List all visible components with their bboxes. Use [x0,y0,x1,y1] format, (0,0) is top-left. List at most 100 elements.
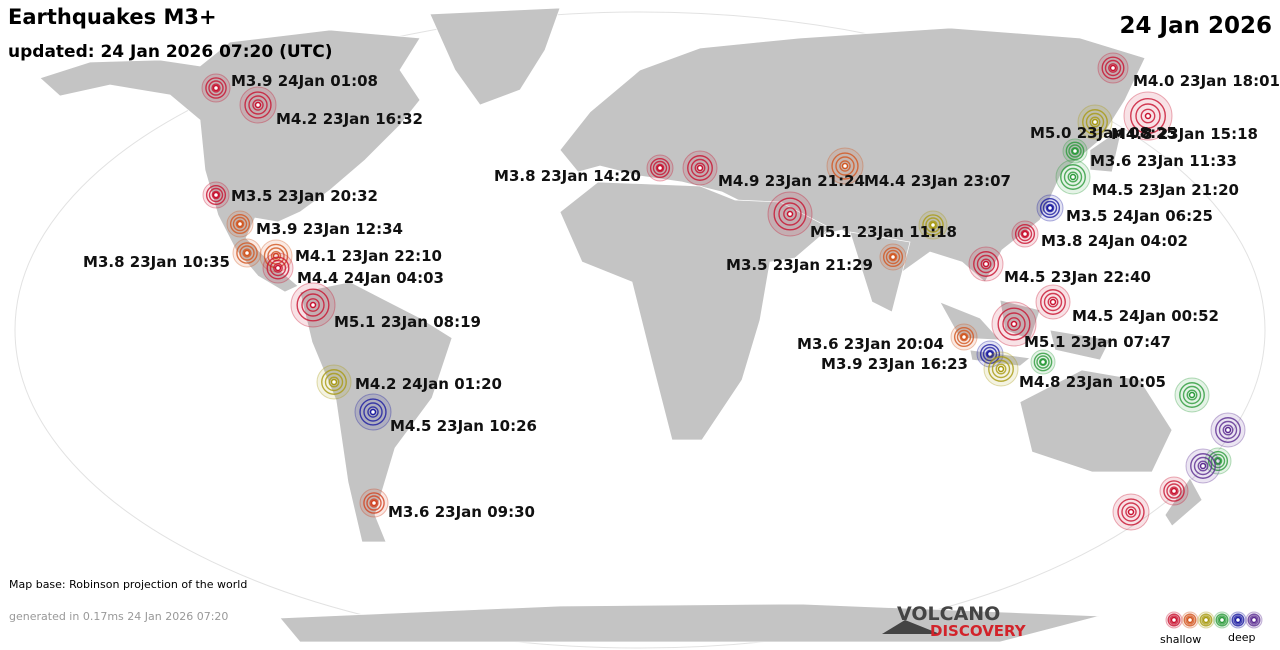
quake-marker [1245,611,1263,629]
quake-label: M4.5 23Jan 10:26 [390,417,537,435]
quake-ring [205,184,227,206]
quake-ring [252,99,264,111]
quake-center [1214,457,1222,465]
quake-center [1202,616,1210,624]
quake-label: M5.0 23Jan 08:25 [1030,124,1177,142]
quake-center [369,408,377,416]
quake-marker [1055,159,1091,195]
quake-center [254,101,262,109]
quake-ring [690,158,710,178]
quake-ring [1017,226,1033,242]
quake-ring [1007,317,1021,331]
quake-marker [290,282,336,328]
quake-center [1186,616,1194,624]
quake-marker [1181,611,1199,629]
quake-label: M3.9 24Jan 01:08 [231,72,378,90]
quake-ring [922,214,944,236]
quake-ring [1070,146,1080,156]
quake-ring [959,332,969,342]
quake-marker [1077,104,1113,140]
quake-center [212,84,220,92]
quake-ring [1231,613,1245,627]
quake-ring [778,202,802,226]
quake-marker [991,301,1037,347]
quake-ring [248,95,268,115]
quake-ring [363,492,385,514]
quake-ring [1215,417,1241,443]
quake-label: M3.5 23Jan 21:29 [726,256,873,274]
quake-ring [1199,613,1213,627]
quake-ring [991,359,1011,379]
quake-marker [1011,220,1039,248]
quake-label: M4.0 23Jan 18:01 [1133,72,1280,90]
quake-ring [1117,498,1145,526]
quake-ring [1169,486,1179,496]
quake-label: M4.9 23Jan 21:24 [718,172,865,190]
quake-ring [244,91,272,119]
quake-ring [882,246,904,268]
quake-marker [1210,412,1246,448]
quake-center [786,210,794,218]
quake-label: M4.8 23Jan 10:05 [1019,373,1166,391]
quake-ring [1182,385,1202,405]
quake-marker [1185,448,1221,484]
quake-ring [928,220,938,230]
quake-marker [983,351,1019,387]
quake-ring [211,83,221,93]
quake-center [982,260,990,268]
quakes [201,52,1246,531]
quake-ring [321,369,347,395]
quake-ring [1130,98,1166,134]
quake-ring [1193,456,1213,476]
quake-marker [1030,349,1056,375]
quake-label: M4.5 23Jan 22:40 [1004,268,1151,286]
quake-center [696,164,704,172]
quake-center [1199,462,1207,470]
quake-center [960,333,968,341]
quake-ring [687,155,713,181]
quake-ring [655,163,665,173]
quake-ring [363,402,383,422]
quake-ring [831,152,859,180]
quake-label: M4.8 23Jan 15:18 [1111,125,1258,143]
quake-marker [1165,611,1183,629]
quake-center [243,249,251,257]
quake-ring [369,498,379,508]
legend-shallow: shallow [1160,633,1201,646]
quake-ring [301,293,325,317]
quake-label: M3.5 23Jan 20:32 [231,187,378,205]
quake-label: M4.4 23Jan 23:07 [864,172,1011,190]
quake-marker [1036,194,1064,222]
quake-center [997,365,1005,373]
quake-ring [1135,103,1161,129]
quake-ring [1169,615,1179,625]
quake-ring [1104,59,1122,77]
quake-label: M4.2 23Jan 16:32 [276,110,423,128]
quake-ring [1065,141,1085,161]
quake-center [1049,298,1057,306]
quake-marker [1229,611,1247,629]
quake-marker [1097,52,1129,84]
updated: updated: 24 Jan 2026 07:20 (UTC) [8,42,333,62]
quake-ring [239,245,255,261]
quake-ring [1125,506,1137,518]
quake-center [309,301,317,309]
quake-ring [1101,56,1125,80]
quake-marker [1035,284,1071,320]
quake-ring [980,258,992,270]
map-base: Map base: Robinson projection of the wor… [9,578,247,591]
quake-marker [826,147,864,185]
quake-marker [359,488,389,518]
quake-ring [885,249,901,265]
quake-ring [982,346,998,362]
quake-ring [1247,613,1261,627]
quake-ring [1043,292,1063,312]
quake-center [1234,616,1242,624]
quake-ring [783,207,797,221]
generated: generated in 0.17ms 24 Jan 2026 07:20 [9,610,228,623]
quake-center [1069,173,1077,181]
quake-label: M3.8 24Jan 04:02 [1041,232,1188,250]
quake-ring [995,363,1007,375]
quake-ring [211,190,221,200]
